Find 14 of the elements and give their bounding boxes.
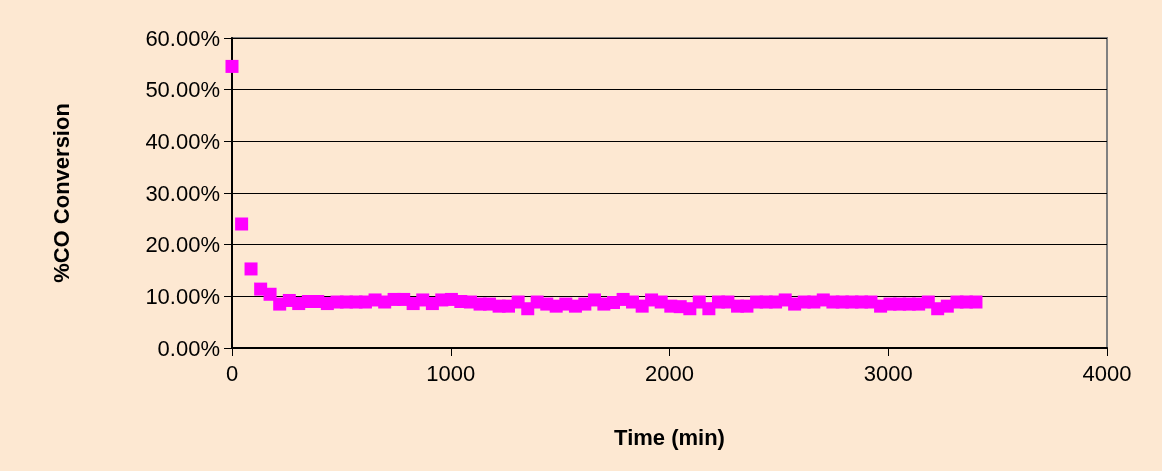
x-tick-label: 1000 (426, 360, 476, 386)
x-tick-label: 2000 (645, 360, 694, 386)
y-tick-label: 0.00% (157, 335, 220, 361)
y-tick-label: 60.00% (145, 25, 220, 51)
y-tick-label: 40.00% (145, 128, 220, 154)
x-tick-label: 4000 (1082, 360, 1132, 386)
y-tick-label: 10.00% (145, 283, 220, 309)
y-tick-label: 20.00% (145, 232, 220, 258)
y-tick-label: 30.00% (145, 180, 220, 206)
x-axis-title: Time (min) (614, 424, 725, 450)
x-tick-label: 3000 (863, 360, 913, 386)
y-tick-label: 50.00% (145, 77, 220, 103)
x-tick-label: 0 (225, 360, 239, 386)
y-axis-title: %CO Conversion (48, 103, 74, 283)
